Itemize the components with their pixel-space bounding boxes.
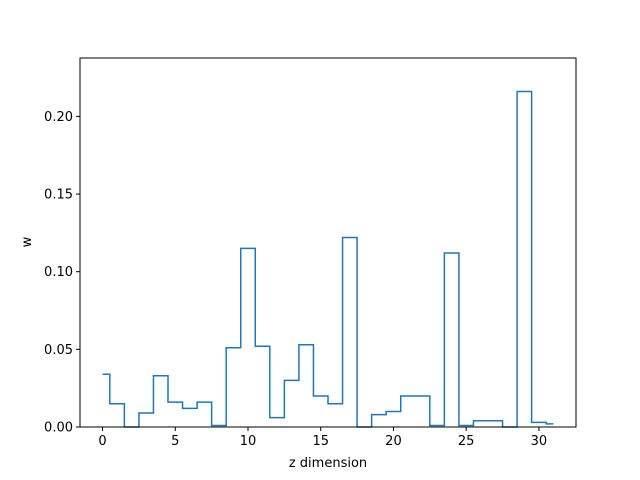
axes-frame [79, 57, 577, 428]
x-tick-label: 5 [171, 434, 179, 449]
y-axis-label: w [20, 236, 35, 247]
x-axis-label: z dimension [289, 456, 367, 471]
x-axis-ticks: 0 5 10 15 20 25 30 [98, 427, 547, 449]
y-tick-label: 0.10 [44, 265, 73, 280]
y-tick-label: 0.00 [44, 421, 73, 436]
series-line [102, 90, 554, 428]
x-tick-label: 20 [385, 434, 402, 449]
x-tick-label: 15 [312, 434, 329, 449]
y-tick-label: 0.15 [44, 188, 73, 203]
x-tick-label: 25 [458, 434, 475, 449]
plot-area [79, 57, 577, 428]
x-tick-label: 10 [240, 434, 257, 449]
x-tick-label: 0 [98, 434, 106, 449]
y-axis-ticks: 0.00 0.05 0.10 0.15 0.20 [44, 110, 80, 436]
x-tick-label: 30 [531, 434, 548, 449]
y-tick-label: 0.20 [44, 110, 73, 125]
y-tick-label: 0.05 [44, 343, 73, 358]
